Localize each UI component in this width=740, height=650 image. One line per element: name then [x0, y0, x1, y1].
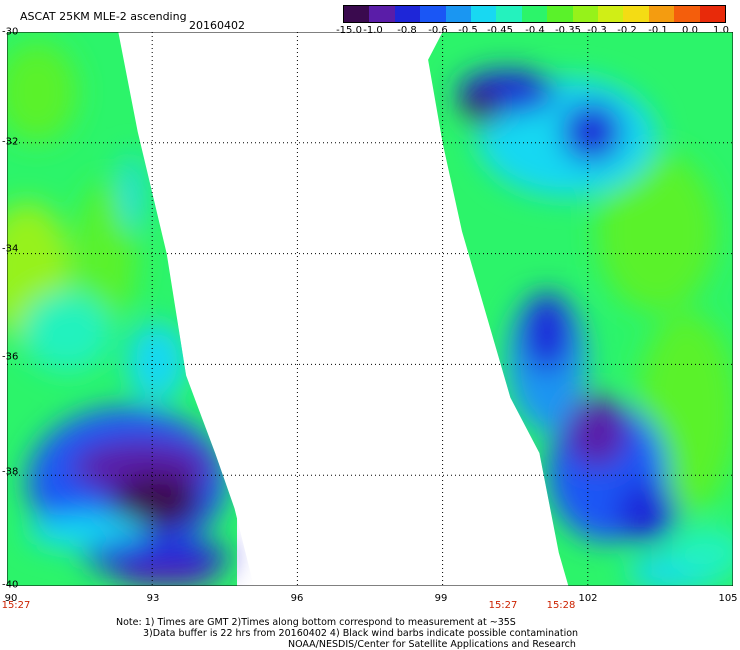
color-scale-tick-label: 1.0: [713, 25, 729, 36]
color-scale-swatch: [623, 6, 649, 22]
lat-label-34: -34: [2, 243, 19, 255]
lon-label-96: 96: [290, 593, 304, 604]
time-label-east-1: 15:27: [488, 600, 518, 611]
color-scale-swatch: [344, 6, 370, 22]
color-scale-swatch: [648, 6, 675, 22]
west-swath: [7, 32, 237, 586]
map-date: 20160402: [189, 19, 245, 32]
lon-label-90: 90: [4, 593, 18, 604]
color-scale-swatch: [547, 6, 573, 22]
color-scale-swatch: [471, 6, 497, 22]
color-scale-tick-label: -0.1: [648, 25, 668, 36]
note-line-2: 3)Data buffer is 22 hrs from 20160402 4)…: [143, 628, 579, 639]
time-label-east-2: 15:28: [546, 600, 576, 611]
lat-label-36: -36: [2, 351, 19, 363]
east-swath: [428, 32, 733, 586]
color-scale-tick-label: -0.6: [428, 25, 448, 36]
color-scale-swatch: [521, 6, 548, 22]
color-scale-bar: [343, 5, 726, 23]
color-scale-labels: -15.0 -1.0 -0.8 -0.6 -0.5 -0.45 -0.4 -0.35 -0.3-…: [335, 25, 735, 37]
color-scale-tick-label: -0.8: [397, 25, 417, 36]
color-scale-swatch: [598, 6, 624, 22]
lon-label-99: 99: [434, 593, 448, 604]
note-line-1: Note: 1) Times are GMT 2)Times along bot…: [116, 617, 516, 628]
lat-label-32: -32: [2, 136, 19, 148]
color-scale-swatch: [496, 6, 522, 22]
color-scale-tick-label: -0.45: [487, 25, 513, 36]
lat-label-38: -38: [2, 466, 19, 478]
color-scale-swatch: [674, 6, 700, 22]
color-scale-tick-label: -0.4: [525, 25, 545, 36]
lat-label-40: -40: [2, 579, 19, 591]
lon-label-105: 105: [718, 593, 738, 604]
time-label-west: 15:27: [1, 600, 31, 611]
color-scale-swatch: [572, 6, 599, 22]
color-scale-tick-label: -0.35: [555, 25, 581, 36]
color-scale-swatch: [699, 6, 726, 22]
wind-map-plot: [7, 32, 733, 586]
map-title: ASCAT 25KM MLE-2 ascending: [20, 10, 187, 23]
color-scale-tick-label: -0.3: [587, 25, 607, 36]
color-scale-swatch: [369, 6, 395, 22]
color-scale-tick-label: -0.2: [617, 25, 637, 36]
note-line-3: NOAA/NESDIS/Center for Satellite Applica…: [288, 639, 576, 650]
color-scale-swatch: [445, 6, 472, 22]
lon-label-93: 93: [146, 593, 160, 604]
lon-label-102: 102: [578, 593, 598, 604]
color-scale-tick-label: 0.0: [682, 25, 698, 36]
color-scale-swatch: [394, 6, 421, 22]
color-scale-tick-label: -0.5: [458, 25, 478, 36]
lat-lon-gridlines: [7, 32, 733, 586]
color-scale-tick-label: -15.0: [336, 25, 362, 36]
lat-label-30: -30: [2, 26, 19, 38]
color-scale-tick-label: -1.0: [363, 25, 383, 36]
color-scale-swatch: [420, 6, 446, 22]
